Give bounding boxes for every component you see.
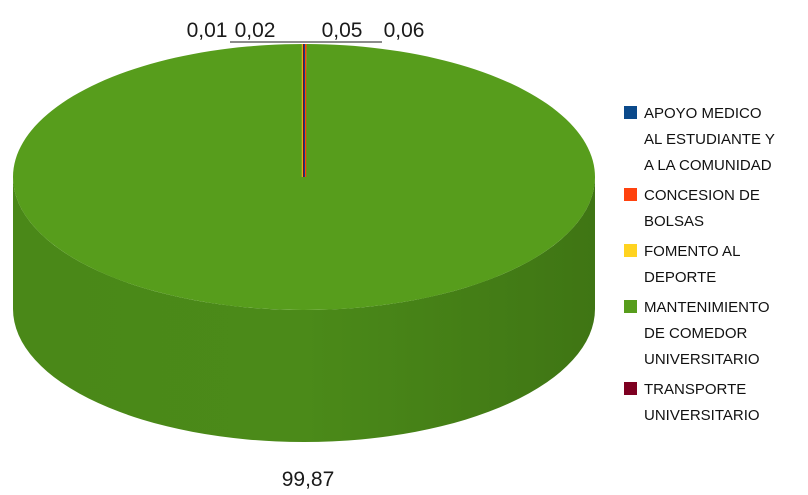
legend-swatch-concesion-de-bolsas — [624, 188, 637, 201]
data-label-fomento-al-deporte: 0,01 — [187, 19, 228, 42]
data-labels: 0,01 0,02 0,05 0,06 99,87 — [187, 19, 425, 491]
legend-label-mantenimiento-de-comedor-universitario: DE COMEDOR — [644, 325, 748, 342]
data-label-concesion-de-bolsas: 0,06 — [384, 19, 425, 42]
legend-label-transporte-universitario: UNIVERSITARIO — [644, 407, 760, 424]
legend-label-transporte-universitario: TRANSPORTE — [644, 381, 746, 398]
data-label-transporte-universitario: 0,02 — [235, 19, 276, 42]
legend-item-concesion-de-bolsas: CONCESION DE BOLSAS — [624, 187, 760, 230]
legend-label-apoyo-medico-al-estudiante-y-a-la-comunidad: APOYO MEDICO — [644, 105, 762, 122]
data-label-apoyo-medico-al-estudiante-y-a-la-comunidad: 0,05 — [322, 19, 363, 42]
legend-label-concesion-de-bolsas: CONCESION DE — [644, 187, 760, 204]
pie-side-wall — [13, 177, 595, 442]
legend-label-mantenimiento-de-comedor-universitario: MANTENIMIENTO — [644, 299, 770, 316]
legend-label-apoyo-medico-al-estudiante-y-a-la-comunidad: AL ESTUDIANTE Y — [644, 131, 775, 148]
legend-label-fomento-al-deporte: DEPORTE — [644, 269, 716, 286]
legend: APOYO MEDICO AL ESTUDIANTE Y A LA COMUNIDA… — [624, 105, 775, 424]
legend-label-apoyo-medico-al-estudiante-y-a-la-comunidad: A LA COMUNIDAD — [644, 157, 772, 174]
legend-swatch-fomento-al-deporte — [624, 244, 637, 257]
legend-label-mantenimiento-de-comedor-universitario: UNIVERSITARIO — [644, 351, 760, 368]
legend-item-mantenimiento-de-comedor-universitario: MANTENIMIENTO DE COMEDOR UNIVERSITARIO — [624, 299, 770, 368]
pie-top-face — [12, 44, 595, 310]
legend-label-fomento-al-deporte: FOMENTO AL — [644, 243, 740, 260]
legend-label-concesion-de-bolsas: BOLSAS — [644, 213, 704, 230]
legend-swatch-transporte-universitario — [624, 382, 637, 395]
legend-swatch-apoyo-medico-al-estudiante-y-a-la-comunidad — [624, 106, 637, 119]
legend-swatch-mantenimiento-de-comedor-universitario — [624, 300, 637, 313]
legend-item-fomento-al-deporte: FOMENTO AL DEPORTE — [624, 243, 740, 286]
legend-item-transporte-universitario: TRANSPORTE UNIVERSITARIO — [624, 381, 760, 424]
pie-body — [12, 44, 595, 442]
data-label-mantenimiento-de-comedor-universitario: 99,87 — [282, 468, 335, 491]
legend-item-apoyo-medico-al-estudiante-y-a-la-comunidad: APOYO MEDICO AL ESTUDIANTE Y A LA COMUNIDA… — [624, 105, 775, 174]
